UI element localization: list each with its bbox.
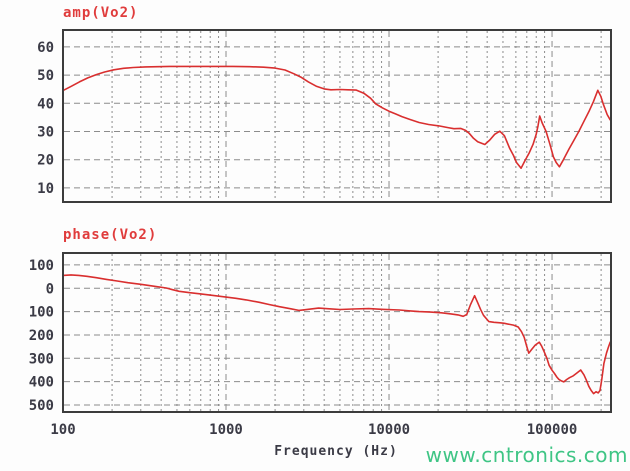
y-tick-label: 100	[29, 258, 54, 274]
y-tick-label: 0	[46, 281, 54, 297]
y-tick-label: 10	[37, 181, 54, 197]
y-tick-label: 30	[37, 125, 54, 141]
watermark-text: www.cntronics.com	[425, 443, 628, 467]
y-tick-label: 500	[29, 398, 54, 414]
x-tick-label: 10000	[368, 422, 410, 438]
plot-frame	[62, 29, 612, 203]
amp-plot-title: amp(Vo2)	[63, 5, 139, 21]
y-tick-label: 40	[37, 96, 54, 112]
y-tick-label: 20	[37, 153, 54, 169]
x-axis-label: Frequency (Hz)	[274, 444, 398, 459]
phaseVo2-curve	[62, 274, 612, 395]
y-tick-label: 60	[37, 40, 54, 56]
plot-frame	[62, 252, 612, 413]
y-tick-label: 50	[37, 68, 54, 84]
y-tick-label: 200	[29, 328, 54, 344]
y-tick-label: 100	[29, 305, 54, 321]
x-tick-label: 100000	[527, 422, 578, 438]
x-tick-label: 100	[50, 422, 75, 438]
ampVo2-curve	[62, 65, 612, 169]
x-tick-label: 1000	[209, 422, 243, 438]
y-tick-label: 400	[29, 375, 54, 391]
phase-plot-title: phase(Vo2)	[63, 227, 158, 243]
y-tick-label: 300	[29, 351, 54, 367]
